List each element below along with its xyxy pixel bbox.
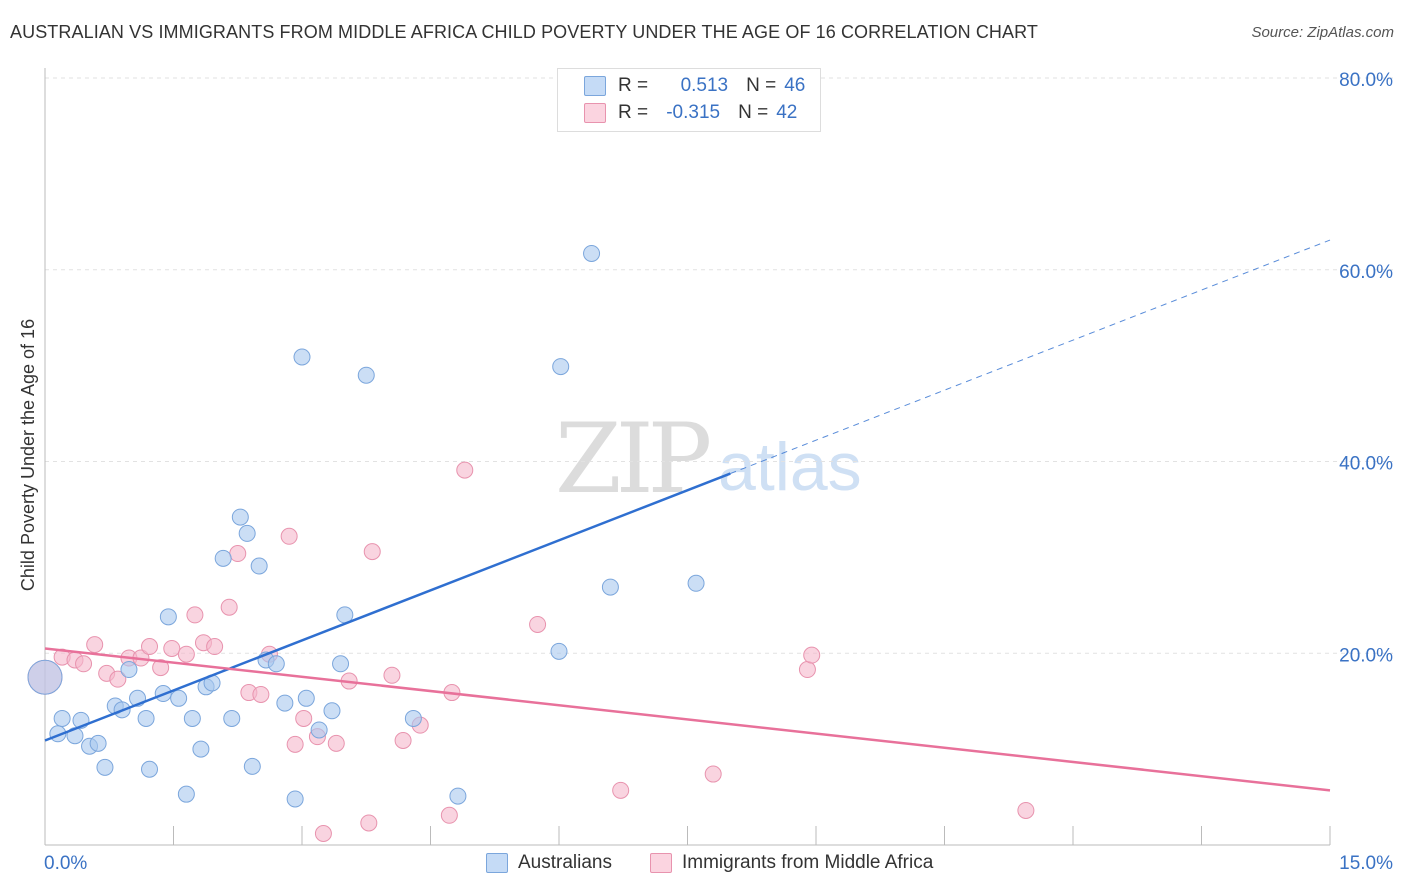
australians-point	[53, 709, 71, 727]
y-axis-label: Child Poverty Under the Age of 16	[18, 319, 38, 591]
immigrants-point	[314, 824, 332, 842]
y-tick-label: 40.0%	[1339, 454, 1393, 475]
x-tick-label: 15.0%	[1339, 853, 1393, 874]
legend-r-value: -0.315	[666, 102, 721, 123]
immigrants-point	[456, 461, 474, 479]
legend-row-immigrants: R = -0.315 N = 42	[584, 100, 797, 126]
australians-point	[231, 508, 249, 526]
immigrants-point	[186, 606, 204, 624]
immigrants-point	[152, 659, 170, 677]
australians-point	[601, 578, 619, 596]
australians-point	[170, 689, 188, 707]
australians-point	[276, 694, 294, 712]
x-tick-label: 0.0%	[44, 853, 87, 874]
legend-row-australians: R = 0.513 N = 46	[584, 73, 805, 99]
correlation-legend: R = 0.513 N = 46 R = -0.315 N = 42	[557, 68, 821, 132]
immigrants-point	[286, 735, 304, 753]
bottom-legend-australians: Australians	[486, 852, 612, 874]
legend-n-value: 46	[784, 75, 806, 96]
australians-point	[89, 734, 107, 752]
immigrants-point	[383, 666, 401, 684]
australians-point	[293, 348, 311, 366]
legend-r-label: R =	[618, 75, 649, 96]
australians-point	[177, 785, 195, 803]
immigrants-point	[220, 598, 238, 616]
australians-point	[310, 721, 328, 739]
chart-title: AUSTRALIAN VS IMMIGRANTS FROM MIDDLE AFR…	[10, 22, 1039, 42]
immigrants-point	[295, 709, 313, 727]
australians-point	[120, 661, 138, 679]
australians-point	[159, 608, 177, 626]
immigrants-point	[141, 638, 159, 656]
immigrants-point	[798, 661, 816, 679]
y-tick-label: 20.0%	[1339, 645, 1393, 666]
immigrants-point	[440, 806, 458, 824]
australians-point	[183, 709, 201, 727]
australians-point	[357, 366, 375, 384]
watermark-zip: ZIP	[555, 403, 710, 515]
immigrants-point	[704, 765, 722, 783]
australians-trend-line	[44, 472, 731, 742]
australians-point	[223, 709, 241, 727]
immigrants-point	[327, 734, 345, 752]
y-tick-label: 60.0%	[1339, 262, 1393, 283]
immigrants-point	[163, 639, 181, 657]
immigrants-point	[280, 527, 298, 545]
bottom-legend-immigrants: Immigrants from Middle Africa	[650, 852, 933, 874]
australians-point	[687, 574, 705, 592]
bottom-legend-label: Immigrants from Middle Africa	[682, 852, 934, 873]
australians-point	[141, 760, 159, 778]
legend-swatch-blue	[584, 76, 606, 96]
immigrants-point	[803, 646, 821, 664]
immigrants-point	[229, 545, 247, 563]
australians-trend-line-dashed	[730, 239, 1331, 475]
y-tick-label: 80.0%	[1339, 70, 1393, 91]
australians-point	[243, 757, 261, 775]
australians-point	[214, 549, 232, 567]
australians-point	[250, 557, 268, 575]
legend-n-value: 42	[776, 102, 798, 123]
australians-point	[404, 709, 422, 727]
immigrants-point	[252, 685, 270, 703]
australians-point	[27, 659, 63, 695]
bottom-legend-swatch-pink	[650, 853, 672, 873]
bottom-legend-swatch-blue	[486, 853, 508, 873]
immigrants-point	[612, 781, 630, 799]
source-label: Source: ZipAtlas.com	[1251, 24, 1394, 41]
immigrants-trend-line	[44, 647, 1331, 792]
australians-point	[286, 790, 304, 808]
australians-point	[297, 689, 315, 707]
immigrants-point	[75, 655, 93, 673]
immigrants-point	[529, 615, 547, 633]
bottom-legend: Australians Immigrants from Middle Afric…	[0, 852, 1406, 878]
australians-point	[449, 787, 467, 805]
australians-point	[238, 524, 256, 542]
australians-point	[583, 244, 601, 262]
australians-point	[137, 709, 155, 727]
legend-r-value: 0.513	[680, 75, 729, 96]
australians-point	[552, 358, 570, 376]
australians-point	[323, 702, 341, 720]
watermark-atlas: atlas	[718, 429, 862, 505]
australians-point	[96, 758, 114, 776]
australians-point	[550, 642, 568, 660]
legend-swatch-pink	[584, 103, 606, 123]
australians-point	[332, 655, 350, 673]
australians-point	[192, 740, 210, 758]
legend-n-label: N =	[738, 102, 769, 123]
immigrants-point	[86, 636, 104, 654]
legend-n-label: N =	[746, 75, 777, 96]
immigrants-point	[1017, 801, 1035, 819]
immigrants-point	[360, 814, 378, 832]
bottom-legend-label: Australians	[518, 852, 612, 873]
immigrants-point	[109, 670, 127, 688]
immigrants-point	[206, 638, 224, 656]
australians-point	[267, 655, 285, 673]
immigrants-point	[177, 645, 195, 663]
immigrants-point	[363, 543, 381, 561]
immigrants-point	[394, 731, 412, 749]
legend-r-label: R =	[618, 102, 649, 123]
